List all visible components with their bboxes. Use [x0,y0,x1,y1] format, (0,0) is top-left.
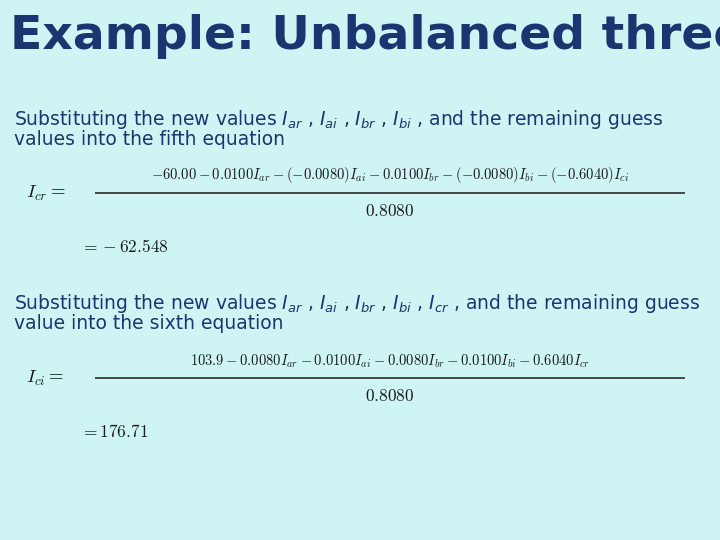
Text: $=176.71$: $=176.71$ [80,423,148,441]
Text: $=-62.548$: $=-62.548$ [80,238,168,256]
Text: $I_{cr}$$ =$: $I_{cr}$$ =$ [26,184,66,202]
Text: $0.8080$: $0.8080$ [365,202,415,220]
Text: Substituting the new values $I_{ar}$ , $I_{ai}$ , $I_{br}$ , $I_{bi}$ , $I_{cr}$: Substituting the new values $I_{ar}$ , $… [14,292,701,315]
Text: value into the sixth equation: value into the sixth equation [14,314,284,333]
Text: values into the fifth equation: values into the fifth equation [14,130,285,149]
Text: $-60.00-0.0100I_{ar}-(-0.0080)I_{ai}-0.0100I_{br}-(-0.0080)I_{bi}-(-0.6040)I_{ci: $-60.00-0.0100I_{ar}-(-0.0080)I_{ai}-0.0… [151,165,629,185]
Text: $0.8080$: $0.8080$ [365,387,415,405]
Text: Substituting the new values $I_{ar}$ , $I_{ai}$ , $I_{br}$ , $I_{bi}$ , and the : Substituting the new values $I_{ar}$ , $… [14,108,664,131]
Text: $103.9-0.0080I_{ar}-0.0100I_{ai}-0.0080I_{br}-0.0100I_{bi}-0.6040I_{cr}$: $103.9-0.0080I_{ar}-0.0100I_{ai}-0.0080I… [190,352,590,370]
Text: $I_{ci}$$ =$: $I_{ci}$$ =$ [26,368,64,388]
Text: Example: Unbalanced three phase load: Example: Unbalanced three phase load [10,14,720,59]
